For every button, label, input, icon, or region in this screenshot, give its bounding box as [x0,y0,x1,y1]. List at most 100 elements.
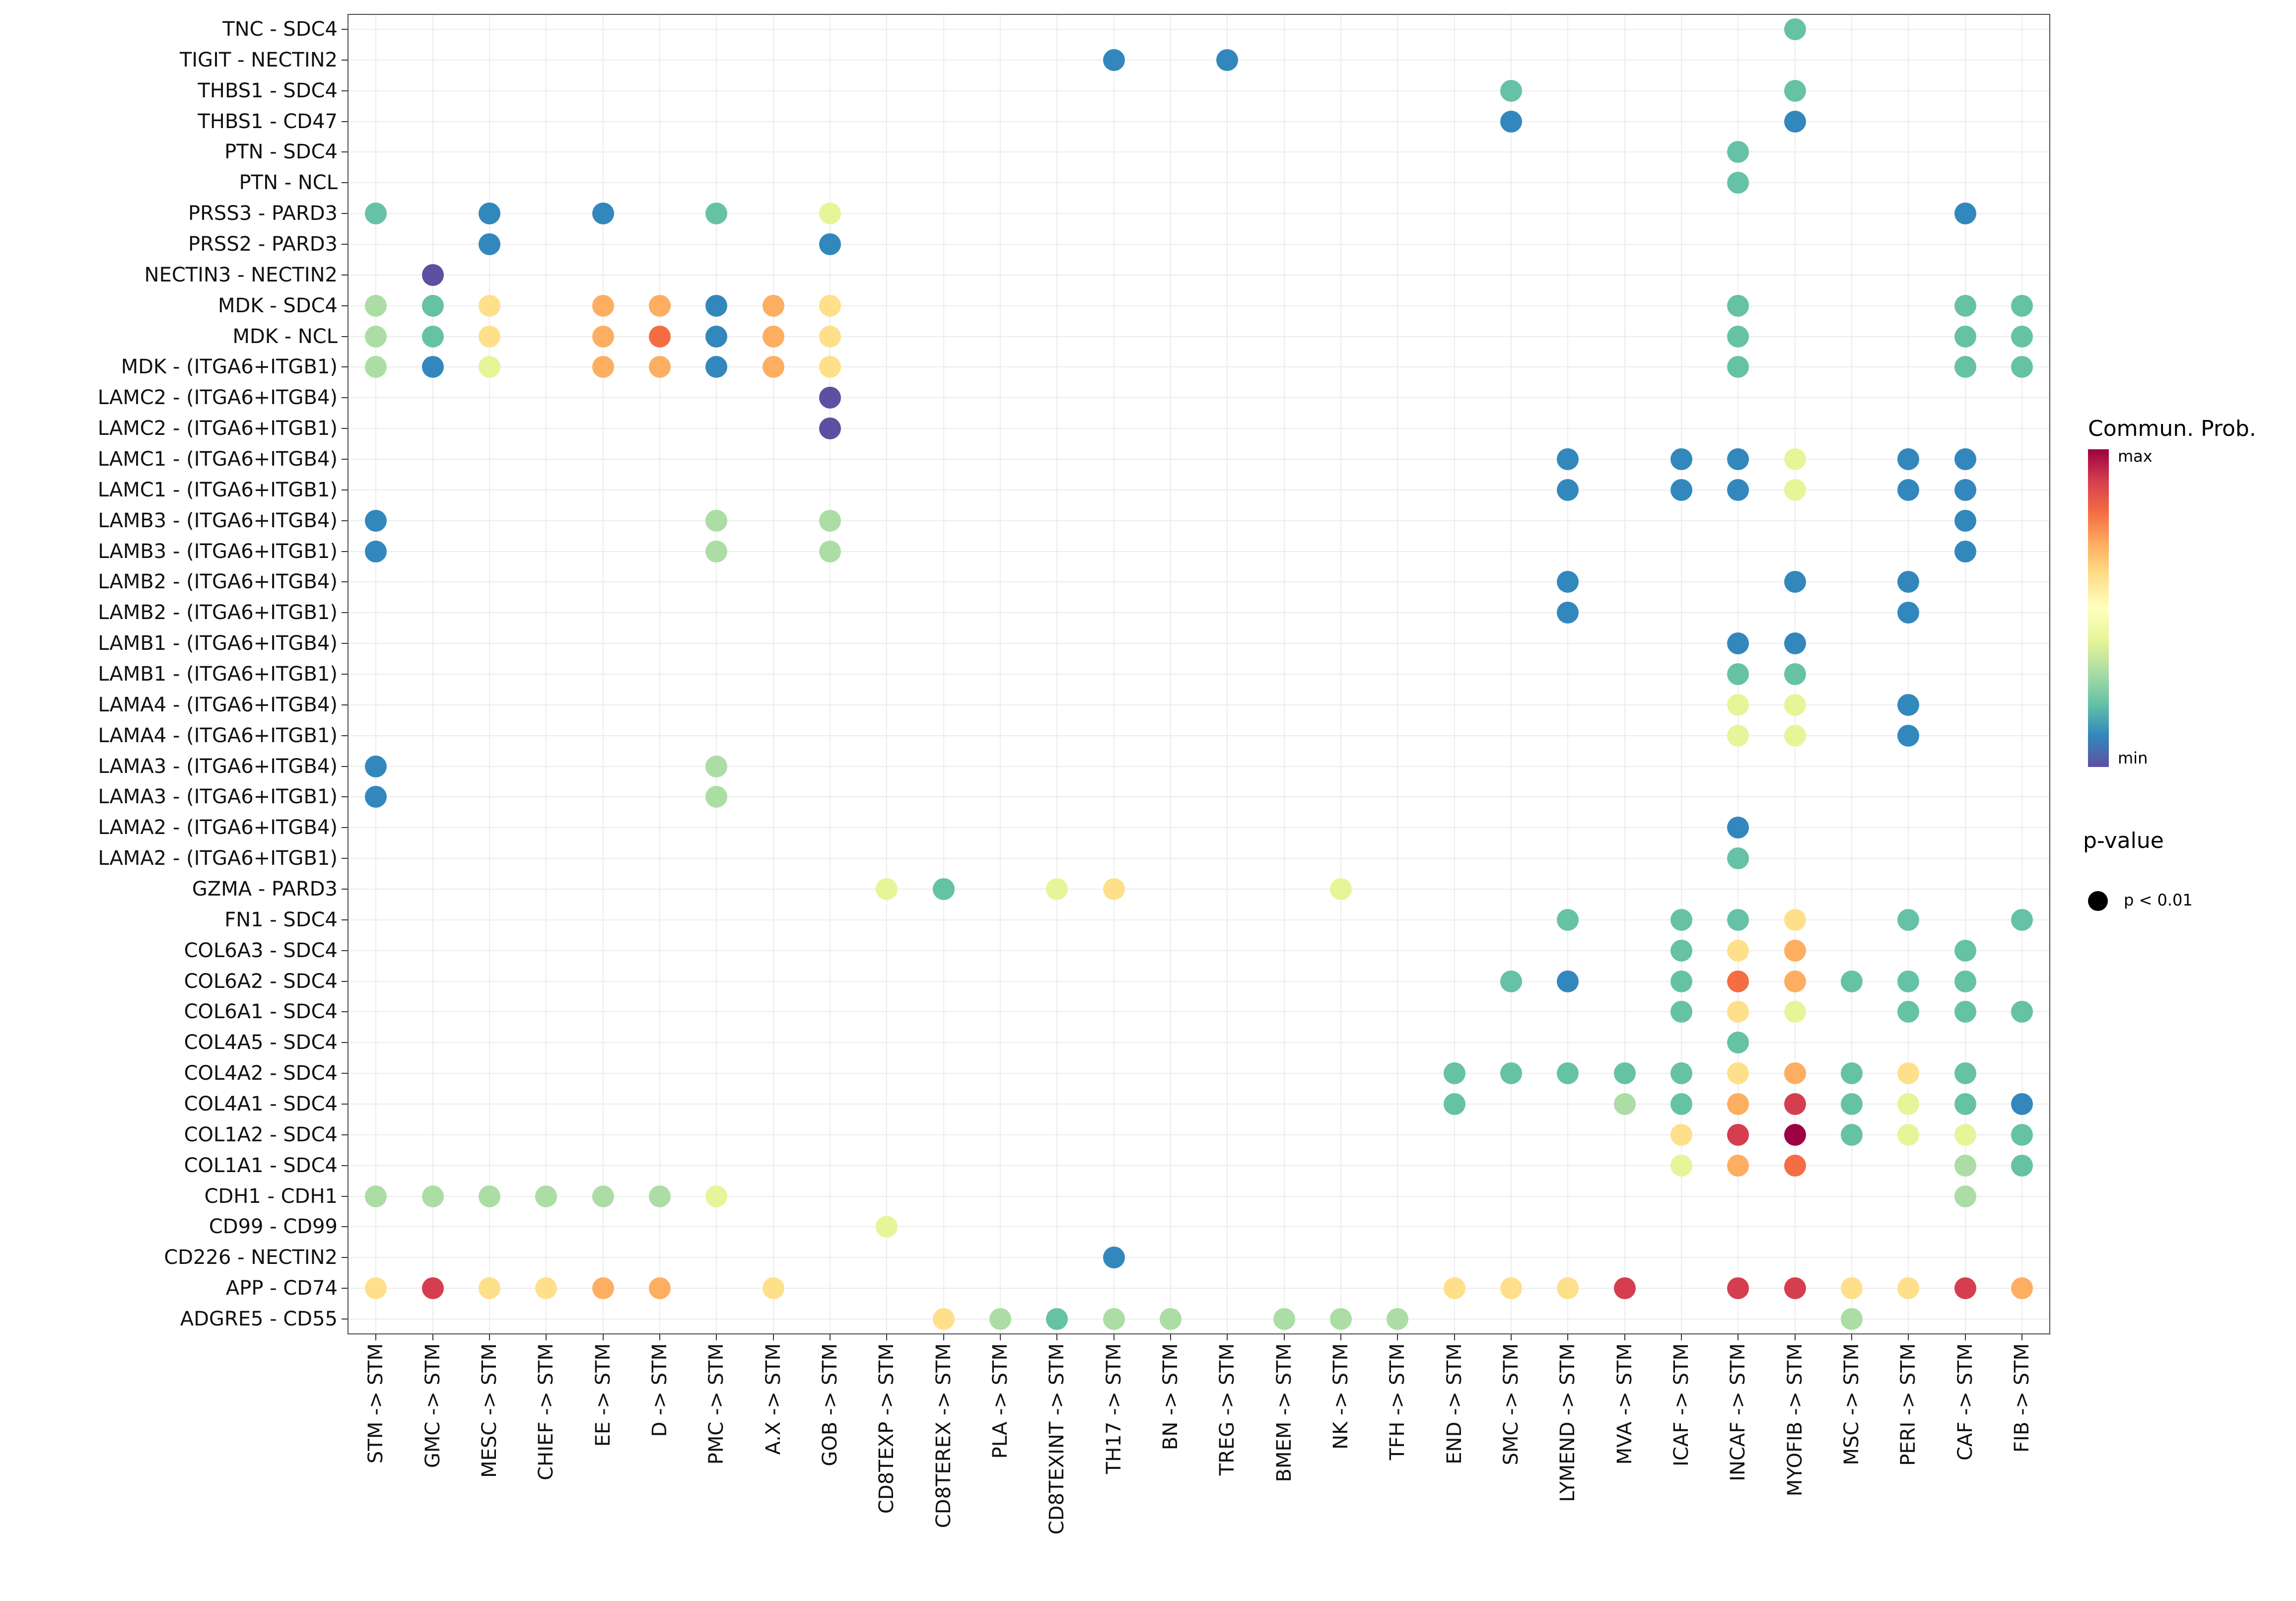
y-tick [342,1257,348,1258]
y-axis-label: COL4A5 - SDC4 [184,1031,338,1054]
y-axis-label: PRSS3 - PARD3 [188,202,338,225]
x-axis-label: STM -> STM [364,1343,388,1464]
gridline-horizontal [348,551,2049,552]
data-dot [1159,1308,1182,1330]
data-dot [762,294,784,317]
gridline-horizontal [348,274,2049,276]
x-axis-label: END -> STM [1443,1343,1466,1464]
data-dot [1613,1062,1636,1085]
y-axis-label: CD226 - NECTIN2 [164,1246,338,1269]
data-dot [365,540,387,562]
y-tick [342,1134,348,1135]
data-dot [1500,1062,1522,1085]
data-dot [1727,448,1749,470]
x-tick [1227,1334,1228,1340]
data-dot [1784,939,1806,962]
data-dot [1443,1093,1465,1115]
x-tick [1851,1334,1852,1340]
y-tick [342,950,348,951]
data-dot [592,1277,614,1300]
data-dot [478,1277,500,1300]
y-tick [342,796,348,798]
data-dot [989,1308,1011,1330]
data-dot [819,418,841,440]
data-dot [2011,294,2033,317]
data-dot [1954,325,1976,348]
gridline-horizontal [348,28,2049,30]
data-dot [1670,970,1692,992]
x-tick [999,1334,1001,1340]
colorbar-title: Commun. Prob. [2088,416,2256,441]
y-tick [342,551,348,552]
y-tick [342,1042,348,1044]
x-tick [829,1334,831,1340]
y-axis-label: LAMA2 - (ITGA6+ITGB4) [98,816,338,839]
data-dot [1784,448,1806,470]
data-dot [705,540,728,562]
x-axis-label: MYOFIB -> STM [1783,1343,1807,1497]
y-axis-label: THBS1 - CD47 [198,110,338,133]
y-axis-label: LAMA2 - (ITGA6+ITGB1) [98,847,338,870]
y-axis-label: MDK - (ITGA6+ITGB1) [121,355,338,379]
data-dot [1954,1123,1976,1146]
y-axis-label: PRSS2 - PARD3 [188,232,338,256]
gridline-horizontal [348,1134,2049,1135]
data-dot [1784,110,1806,133]
x-tick [772,1334,774,1340]
data-dot [1727,141,1749,163]
data-dot [1897,1123,1920,1146]
data-dot [819,387,841,409]
y-tick [342,581,348,583]
y-axis-label: ADGRE5 - CD55 [180,1308,338,1331]
y-tick [342,520,348,521]
x-tick [659,1334,660,1340]
y-axis-label: LAMB2 - (ITGA6+ITGB4) [98,570,338,594]
y-tick [342,397,348,399]
y-tick [342,980,348,982]
data-dot [705,755,728,777]
data-dot [421,356,444,378]
data-dot [819,509,841,532]
data-dot [592,294,614,317]
x-axis-label: A.X -> STM [762,1343,785,1455]
data-dot [1727,479,1749,501]
x-tick [1340,1334,1341,1340]
y-axis-label: LAMB1 - (ITGA6+ITGB1) [98,663,338,686]
x-axis-label: BN -> STM [1159,1343,1182,1451]
data-dot [592,325,614,348]
x-tick [1113,1334,1114,1340]
y-tick [342,1288,348,1289]
y-tick [342,1165,348,1166]
data-dot [1897,908,1920,931]
data-dot [1727,817,1749,839]
x-tick [546,1334,547,1340]
gridline-horizontal [348,1226,2049,1228]
y-axis-label: TIGIT - NECTIN2 [179,48,338,71]
x-tick [1794,1334,1796,1340]
y-tick [342,1104,348,1105]
data-dot [1954,203,1976,225]
y-axis-label: CD99 - CD99 [209,1215,338,1239]
data-dot [1784,1062,1806,1085]
data-dot [1840,1093,1863,1115]
data-dot [648,1277,671,1300]
data-dot [819,356,841,378]
data-dot [762,325,784,348]
data-dot [1954,540,1976,562]
gridline-horizontal [348,121,2049,122]
data-dot [1103,49,1125,71]
gridline-horizontal [348,305,2049,306]
gridline-horizontal [348,674,2049,675]
gridline-horizontal [348,366,2049,368]
data-dot [2011,1093,2033,1115]
data-dot [705,1185,728,1207]
gridline-horizontal [348,919,2049,920]
data-dot [1954,356,1976,378]
y-tick [342,889,348,890]
data-dot [1670,1123,1692,1146]
data-dot [2011,1277,2033,1300]
y-axis-label: NECTIN3 - NECTIN2 [144,263,338,286]
data-dot [592,356,614,378]
data-dot [876,878,898,901]
data-dot [421,264,444,286]
